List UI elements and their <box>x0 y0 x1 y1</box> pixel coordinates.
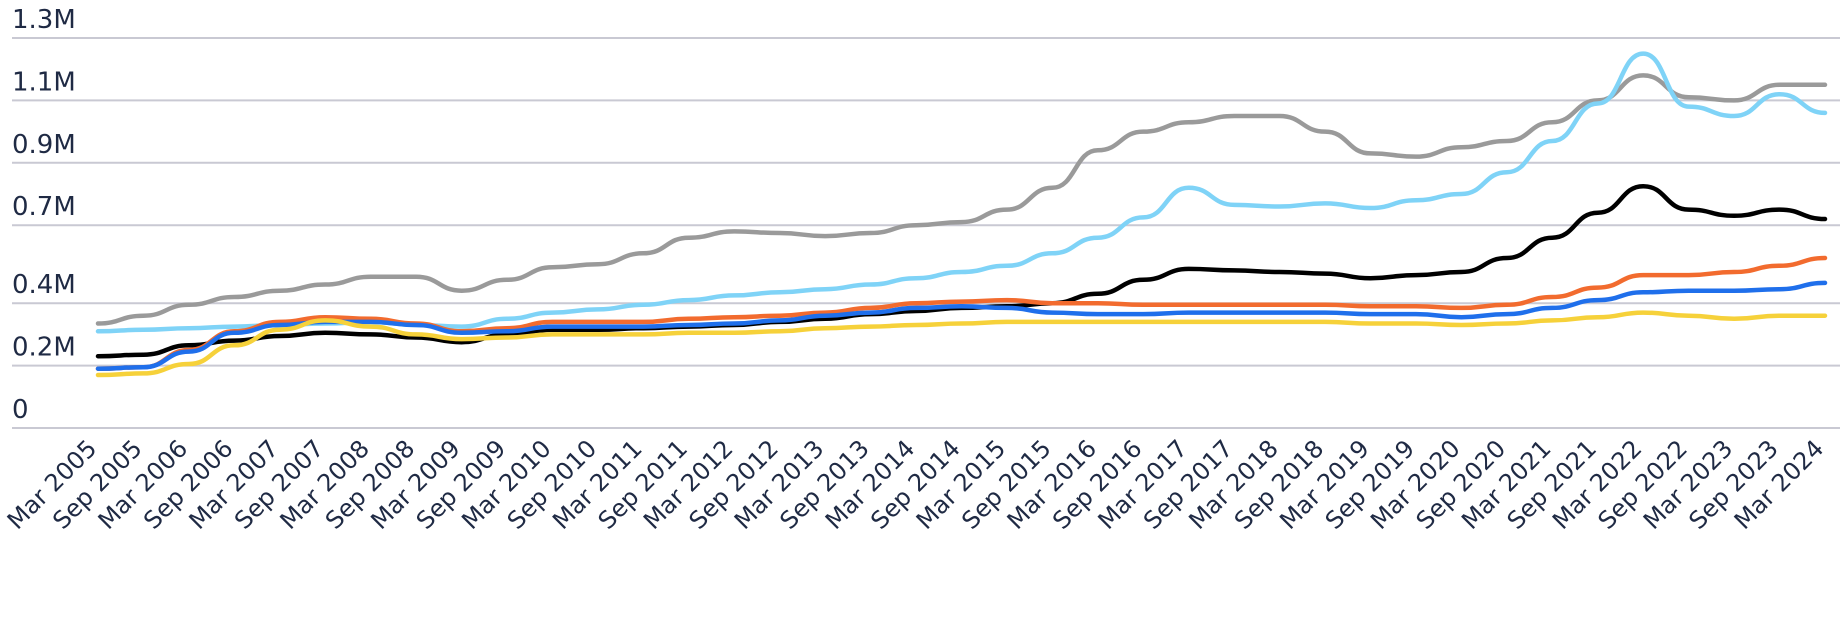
y-tick-label-2: 0.4M <box>12 270 76 300</box>
y-tick-label-1: 0.2M <box>12 333 76 363</box>
y-tick-label-0: 0 <box>12 395 29 425</box>
y-tick-label-4: 0.9M <box>12 130 76 160</box>
y-tick-label-5: 1.1M <box>12 67 76 97</box>
series-lines <box>95 51 1828 378</box>
series-line-3 <box>95 255 1828 371</box>
y-tick-label-3: 0.7M <box>12 192 76 222</box>
series-line-5 <box>95 310 1828 378</box>
series-line-4 <box>95 280 1828 371</box>
series-line-1 <box>95 51 1828 334</box>
y-tick-label-6: 1.3M <box>12 5 76 35</box>
series-line-0 <box>95 73 1828 326</box>
y-axis-ticks: 0 0.2M 0.4M 0.7M 0.9M 1.1M 1.3M <box>12 5 76 425</box>
